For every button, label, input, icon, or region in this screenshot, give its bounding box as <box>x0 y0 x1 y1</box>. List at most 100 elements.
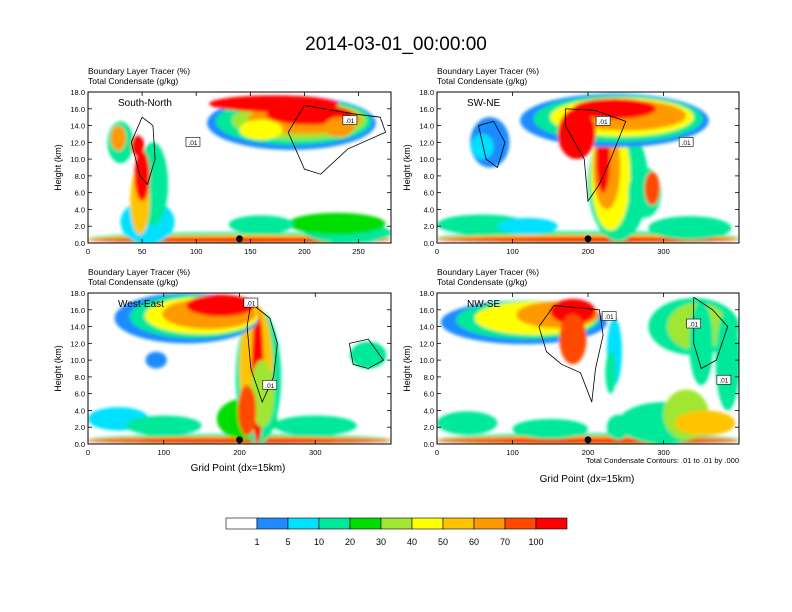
tracer-blob <box>572 98 656 119</box>
colorbar-swatch <box>225 517 258 530</box>
y-axis-label: Height (km) <box>53 345 63 392</box>
x-tick-label: 0 <box>86 448 90 457</box>
contour-label: .01 <box>719 378 728 385</box>
x-tick-label: 300 <box>309 448 322 457</box>
colorbar-label: 70 <box>500 537 510 547</box>
contour-label-box <box>185 137 201 147</box>
tracer-blob <box>715 309 739 411</box>
y-tick-label: 6.0 <box>424 390 434 399</box>
contour-line <box>130 116 156 186</box>
tracer-blob <box>550 298 596 325</box>
x-tick-label: 0 <box>86 247 90 256</box>
y-tick-label: 16.0 <box>419 105 434 114</box>
tracer-blob <box>644 171 660 206</box>
tracer-field <box>88 95 391 243</box>
y-tick-label: 2.0 <box>424 423 434 432</box>
panel-west-east: .01 .01 West-East Boundary Layer Tracer (%)… <box>53 267 392 457</box>
y-tick-label: 2.0 <box>424 222 434 231</box>
tracer-blob <box>606 414 630 440</box>
colorbar-swatch <box>535 517 568 530</box>
y-tick-label: 12.0 <box>419 339 434 348</box>
x-tick-label: 200 <box>582 448 595 457</box>
y-tick-label: 2.0 <box>75 222 85 231</box>
panel-south-north: .01 .01 South-North Boundary Layer Tracer (… <box>53 66 392 256</box>
x-axis-label-right: Grid Point (dx=15km) <box>540 474 635 485</box>
colorbar-swatch <box>473 517 506 530</box>
y-tick-label: 4.0 <box>424 406 434 415</box>
colorbar-label: 100 <box>528 537 543 547</box>
x-tick-label: 150 <box>244 247 257 256</box>
panel-variable-title: Boundary Layer Tracer (%) <box>437 66 539 76</box>
contour-label-box <box>595 116 611 126</box>
contour-label: .01 <box>246 301 255 308</box>
panel-variable-title: Total Condensate (g/kg) <box>88 76 178 86</box>
panel-nw-se: .01 .01 .01 NW-SE Boundary Layer Tracer (%)T… <box>402 267 740 457</box>
colorbar: 1 5 10 20 30 40 50 60 70 100 <box>225 517 568 547</box>
contour-label: .01 <box>599 119 608 126</box>
colorbar-label: 50 <box>438 537 448 547</box>
panel-label: South-North <box>118 98 172 109</box>
contour-line <box>693 296 729 370</box>
location-marker <box>236 235 243 243</box>
condensate-contours <box>130 105 387 186</box>
contour-label-box <box>342 115 358 125</box>
x-tick-label: 200 <box>298 247 311 256</box>
tracer-blob <box>131 135 145 156</box>
colorbar-label: 20 <box>345 537 355 547</box>
y-tick-label: 12.0 <box>419 138 434 147</box>
panel-label: NW-SE <box>467 299 500 310</box>
panel-variable-title: Boundary Layer Tracer (%) <box>437 267 539 277</box>
y-axis-label: Height (km) <box>53 144 63 191</box>
contour-line <box>348 338 385 369</box>
tracer-blob <box>559 313 587 365</box>
y-tick-label: 16.0 <box>70 306 85 315</box>
tracer-blob <box>145 351 167 369</box>
tracer-blob <box>605 351 616 394</box>
tracer-blob <box>288 212 386 235</box>
y-tick-label: 8.0 <box>75 172 85 181</box>
colorbar-swatch <box>256 517 289 530</box>
panel-variable-title: Total Condensate (g/kg) <box>437 76 527 86</box>
condensate-contours <box>478 108 627 203</box>
y-tick-label: 14.0 <box>70 323 85 332</box>
colorbar-swatch <box>380 517 413 530</box>
x-tick-label: 200 <box>233 448 246 457</box>
panel-variable-title: Total Condensate (g/kg) <box>437 277 527 287</box>
tracer-blob <box>470 133 494 160</box>
panel-label: SW-NE <box>467 98 500 109</box>
contour-label-box <box>686 318 702 329</box>
tracer-blob <box>674 410 736 436</box>
y-tick-label: 14.0 <box>419 323 434 332</box>
colorbar-swatch <box>287 517 320 530</box>
panel-sw-ne: .01 .01 SW-NE Boundary Layer Tracer (%)Tota… <box>402 66 740 256</box>
x-axis-label-left: Grid Point (dx=15km) <box>191 463 286 474</box>
x-tick-label: 0 <box>435 247 439 256</box>
tracer-blob <box>350 341 387 369</box>
tracer-blob <box>250 360 275 428</box>
location-marker <box>584 235 592 243</box>
tracer-blob <box>689 301 714 386</box>
y-tick-label: 4.0 <box>75 406 85 415</box>
contour-label-box <box>601 311 617 321</box>
contour-label: .01 <box>265 383 274 390</box>
tracer-blob <box>134 150 150 202</box>
x-tick-label: 100 <box>190 247 203 256</box>
contour-label: .01 <box>689 322 698 329</box>
y-tick-label: 18.0 <box>70 289 85 298</box>
panel-label: West-East <box>118 299 164 310</box>
contour-label-box <box>243 297 259 308</box>
y-tick-label: 8.0 <box>424 172 434 181</box>
contour-line <box>287 105 387 175</box>
x-tick-label: 50 <box>138 247 146 256</box>
tracer-blob <box>228 215 294 234</box>
y-tick-label: 0.0 <box>75 440 85 449</box>
tracer-blob <box>648 216 732 240</box>
tracer-blob <box>497 217 558 235</box>
x-tick-label: 100 <box>506 247 519 256</box>
colorbar-swatch <box>442 517 475 530</box>
y-tick-label: 14.0 <box>70 122 85 131</box>
panels: .01 .01 South-North Boundary Layer Tracer (… <box>53 66 740 457</box>
tracer-blob <box>557 108 596 160</box>
tracer-blob <box>237 385 257 436</box>
